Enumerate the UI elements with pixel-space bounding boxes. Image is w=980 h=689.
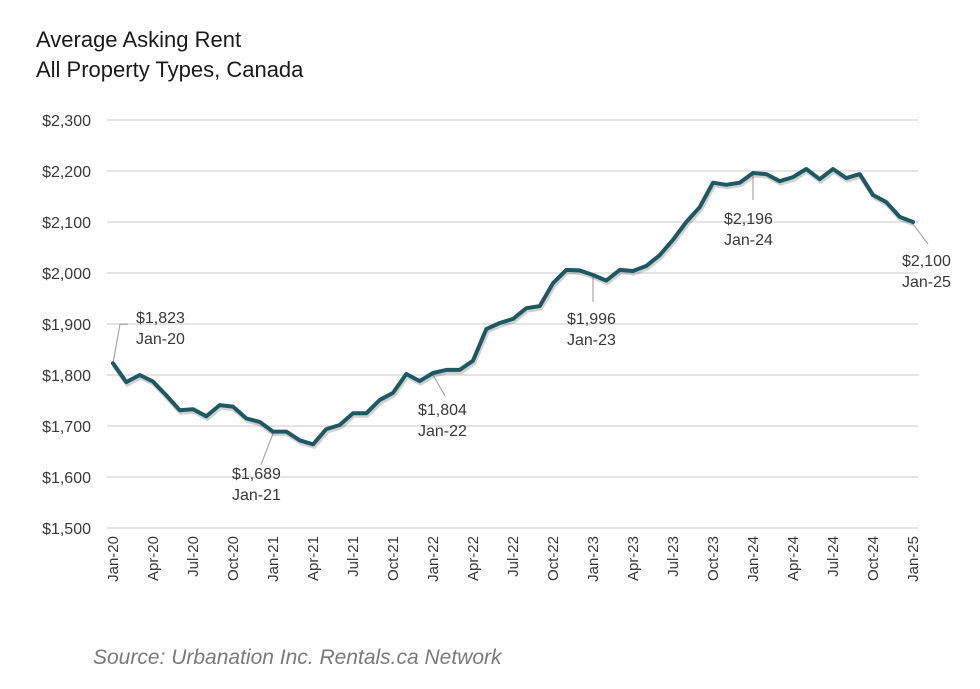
x-tick-label: Oct-20: [225, 536, 242, 581]
x-tick-label: Oct-21: [385, 536, 402, 581]
annotation-value: $1,823: [136, 310, 185, 327]
y-tick-label: $1,500: [42, 521, 91, 538]
y-tick-label: $2,200: [42, 164, 91, 181]
annotation-value: $2,100: [902, 253, 951, 270]
x-tick-label: Jul-24: [825, 536, 842, 577]
x-tick-label: Jan-22: [425, 536, 442, 582]
x-tick-label: Jan-25: [905, 536, 922, 582]
annotation-value: $1,689: [232, 466, 281, 483]
x-tick-label: Jan-20: [105, 536, 122, 582]
x-tick-label: Apr-23: [625, 536, 642, 581]
annotation-date: Jan-22: [418, 423, 467, 440]
series-line: [111, 167, 915, 447]
gridlines: [107, 119, 918, 529]
annotation-date: Jan-24: [724, 232, 773, 249]
x-tick-label: Jan-21: [265, 536, 282, 582]
annotations: $1,823 Jan-20 $1,689 Jan-21 $1,804 Jan-22 $1,9…: [136, 211, 951, 504]
annotation-value: $1,804: [418, 402, 467, 419]
x-tick-label: Jul-22: [505, 536, 522, 577]
chart-title-line1: Average Asking Rent: [36, 27, 242, 52]
series-lines: [111, 167, 915, 449]
annotation-date: Jan-21: [232, 487, 281, 504]
x-tick-label: Oct-24: [865, 536, 882, 581]
x-tick-label: Apr-21: [305, 536, 322, 581]
y-tick-label: $1,600: [42, 470, 91, 487]
annotation-leader: [912, 223, 929, 245]
x-tick-label: Jan-24: [745, 536, 762, 582]
y-tick-label: $1,700: [42, 419, 91, 436]
y-tick-label: $2,300: [42, 113, 91, 130]
x-tick-label: Jul-20: [185, 536, 202, 577]
annotation-leaders: [112, 175, 929, 465]
annotation-leader: [432, 374, 446, 397]
x-tick-label: Jul-21: [345, 536, 362, 577]
annotation-value: $2,196: [724, 211, 773, 228]
x-tick-label: Apr-20: [145, 536, 162, 581]
annotation-date: Jan-23: [567, 332, 616, 349]
x-tick-label: Jan-23: [585, 536, 602, 582]
y-tick-label: $2,000: [42, 266, 91, 283]
x-axis: Jan-20 Apr-20 Jul-20 Oct-20 Jan-21 Apr-21 Jul-…: [105, 536, 922, 582]
source-note: Source: Urbanation Inc. Rentals.ca Netwo…: [93, 646, 502, 669]
x-tick-label: Jul-23: [665, 536, 682, 577]
x-tick-label: Apr-22: [465, 536, 482, 581]
annotation-leader: [260, 433, 274, 465]
y-tick-label: $2,100: [42, 215, 91, 232]
y-axis: $1,500 $1,600 $1,700 $1,800 $1,900 $2,000 $2,1…: [42, 113, 91, 538]
chart-subtitle: All Property Types, Canada: [36, 57, 304, 82]
y-tick-label: $1,800: [42, 368, 91, 385]
x-tick-label: Oct-22: [545, 536, 562, 581]
annotation-value: $1,996: [567, 311, 616, 328]
x-tick-label: Apr-24: [785, 536, 802, 581]
chart-title: Average Asking Rent All Property Types, …: [36, 25, 303, 85]
annotation-date: Jan-25: [902, 274, 951, 291]
x-tick-label: Oct-23: [705, 536, 722, 581]
annotation-leader: [112, 323, 128, 364]
y-tick-label: $1,900: [42, 317, 91, 334]
annotation-date: Jan-20: [136, 331, 185, 348]
